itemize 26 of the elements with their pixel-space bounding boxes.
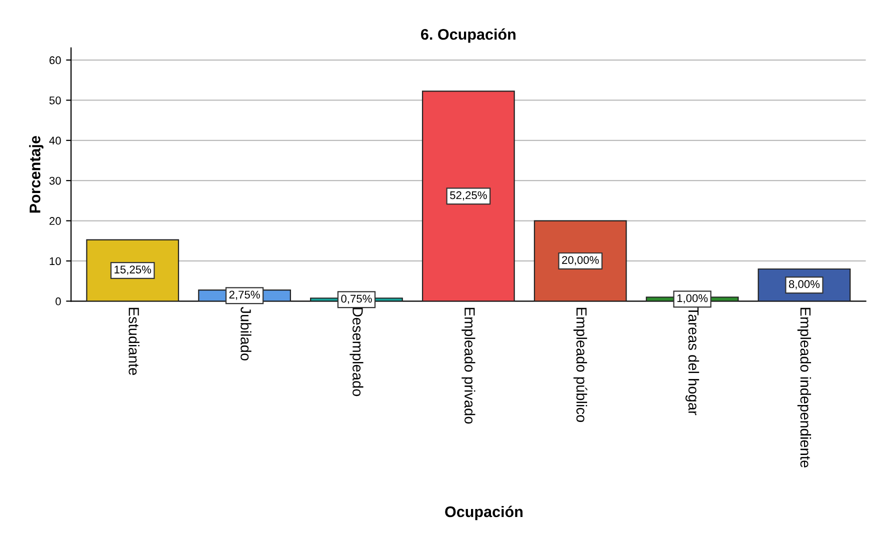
data-label: 15,25% [114,266,152,275]
y-tick-label: 20 [50,217,61,225]
data-label: 1,00% [677,294,708,304]
y-tick-label: 30 [49,176,61,185]
y-axis-title: Porcentaje [29,136,44,213]
data-label: 52,25% [450,191,487,200]
x-tick-label: Empleado independiente [797,308,812,468]
y-tick-label: 40 [49,136,61,145]
x-tick-label: Desempleado [350,308,364,396]
x-tick-label: Tareas del hogar [686,307,700,416]
x-axis-title: Ocupación [445,506,522,520]
y-tick-label: 60 [50,56,61,64]
data-label: 20,00% [562,256,599,266]
data-label: 2,75% [229,290,260,300]
data-label: 8,00% [788,280,820,290]
y-tick-label: 50 [49,96,61,104]
x-tick-label: Estudiante [128,308,140,375]
y-tick-label: 0 [56,297,61,306]
bar [422,90,515,302]
data-label: 0,75% [341,294,372,304]
x-tick-label: Empleado privado [462,308,476,424]
chart-title: 6. Ocupación [421,28,516,43]
x-tick-label: Jubilado [240,306,252,360]
x-tick-label: Empleado público [573,308,588,422]
y-tick-label: 10 [50,257,61,266]
bar [534,220,627,302]
